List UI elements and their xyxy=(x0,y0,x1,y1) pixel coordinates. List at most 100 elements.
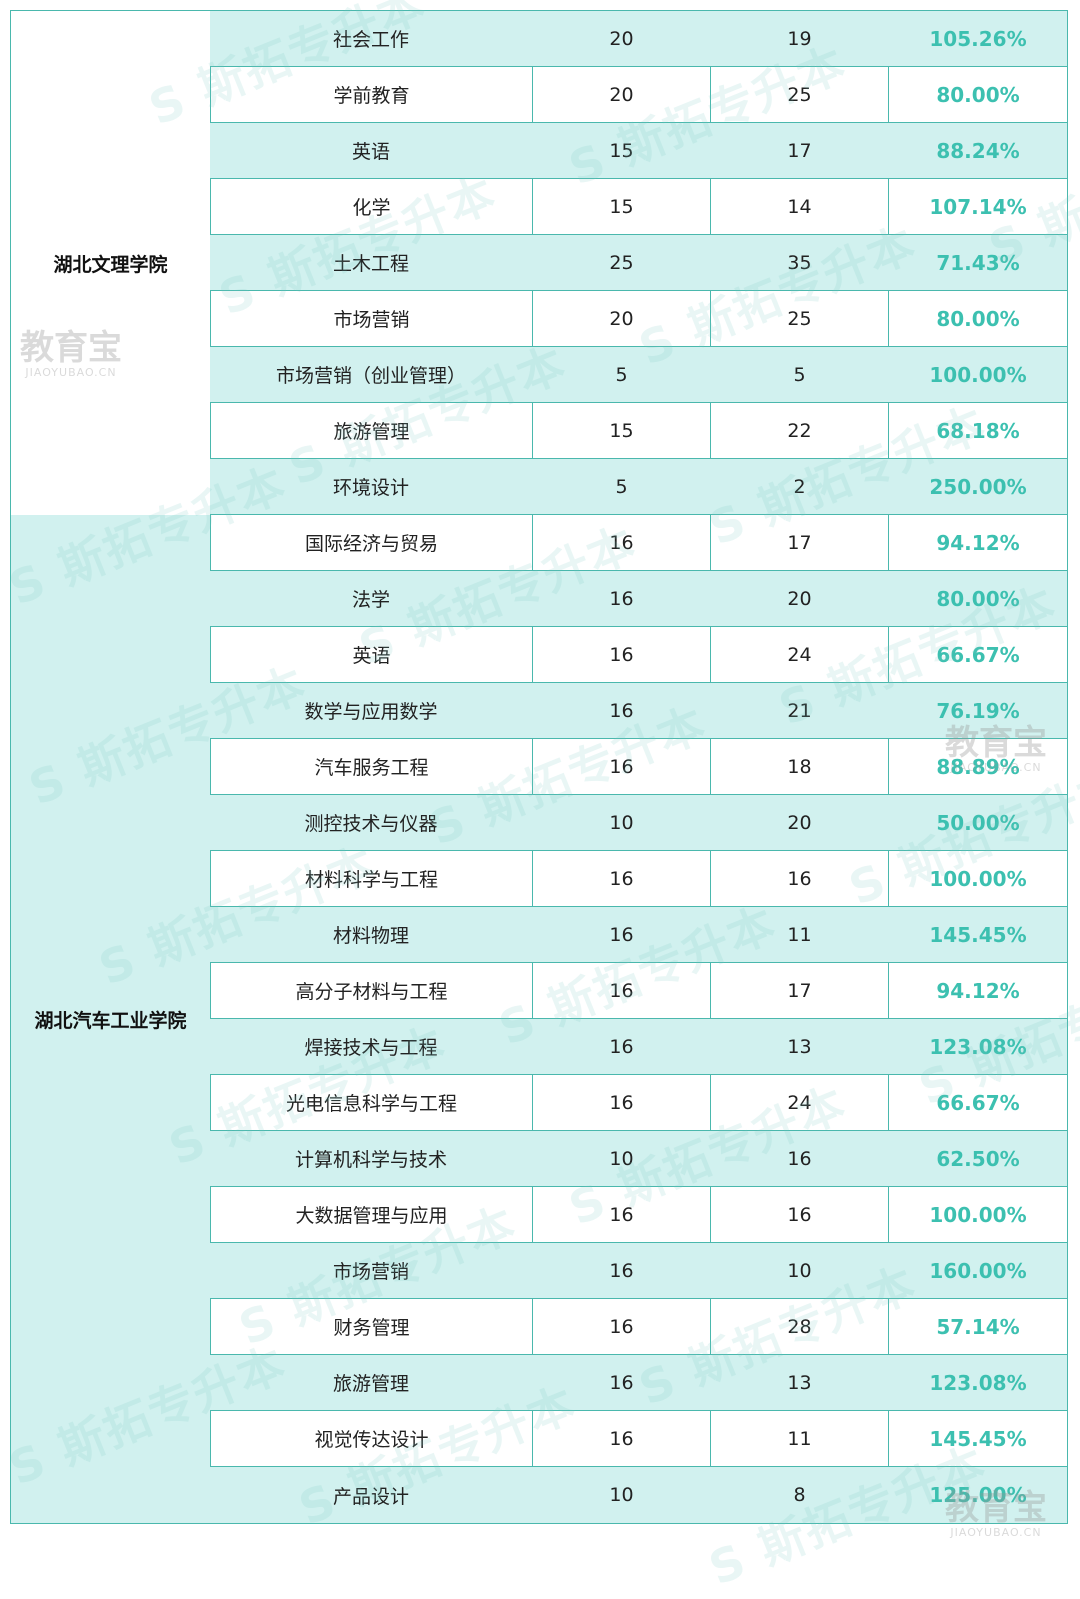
applicant-count-cell: 24 xyxy=(710,1075,888,1130)
major-cell: 旅游管理 xyxy=(210,403,532,458)
table-row: 产品设计 10 8 125.00% xyxy=(210,1467,1067,1523)
ratio-cell: 68.18% xyxy=(888,403,1067,458)
plan-count-cell: 16 xyxy=(609,587,634,610)
table-row: 市场营销（创业管理） 5 5 100.00% xyxy=(210,347,1067,403)
table-row: 法学 16 20 80.00% xyxy=(210,571,1067,627)
admission-table: 湖北文理学院 社会工作 20 19 105.26% 学前教育 20 25 80.00% 英语 15 1… xyxy=(10,10,1068,1524)
major-cell: 旅游管理 xyxy=(332,1373,409,1395)
ratio-cell: 71.43% xyxy=(936,250,1020,275)
major-cell: 法学 xyxy=(351,589,390,611)
plan-count-cell: 25 xyxy=(609,251,634,274)
ratio-cell: 107.14% xyxy=(888,179,1067,234)
applicant-count-cell: 17 xyxy=(787,139,812,162)
applicant-count-cell: 20 xyxy=(787,811,812,834)
table-row: 英语 16 24 66.67% xyxy=(210,627,1067,683)
major-cell: 产品设计 xyxy=(332,1485,409,1508)
table-row: 材料物理 16 11 145.45% xyxy=(210,907,1067,963)
major-cell: 高分子材料与工程 xyxy=(210,963,532,1018)
applicant-count-cell: 19 xyxy=(787,27,812,50)
applicant-count-cell: 25 xyxy=(710,291,888,346)
plan-count-cell: 20 xyxy=(532,291,710,346)
table-row: 市场营销 16 10 160.00% xyxy=(210,1243,1067,1299)
table-row: 化学 15 14 107.14% xyxy=(210,179,1067,235)
table-row: 测控技术与仪器 10 20 50.00% xyxy=(210,795,1067,851)
school-group: 湖北文理学院 社会工作 20 19 105.26% 学前教育 20 25 80.00% 英语 15 1… xyxy=(10,11,1068,515)
plan-count-cell: 15 xyxy=(532,179,710,234)
major-cell: 化学 xyxy=(210,179,532,234)
applicant-count-cell: 22 xyxy=(710,403,888,458)
major-cell: 土木工程 xyxy=(332,253,409,275)
applicant-count-cell: 13 xyxy=(787,1035,812,1058)
plan-count-cell: 16 xyxy=(532,739,710,794)
table-row: 环境设计 5 2 250.00% xyxy=(210,459,1067,515)
major-cell: 市场营销 xyxy=(332,1261,409,1283)
major-cell: 大数据管理与应用 xyxy=(210,1187,532,1242)
plan-count-cell: 5 xyxy=(615,363,628,386)
table-row: 计算机科学与技术 10 16 62.50% xyxy=(210,1131,1067,1187)
ratio-cell: 88.24% xyxy=(936,138,1020,163)
applicant-count-cell: 11 xyxy=(710,1411,888,1466)
ratio-cell: 57.14% xyxy=(888,1299,1067,1354)
school-name: 湖北汽车工业学院 xyxy=(34,1009,187,1032)
applicant-count-cell: 28 xyxy=(710,1299,888,1354)
major-cell: 社会工作 xyxy=(332,29,409,51)
major-cell: 光电信息科学与工程 xyxy=(210,1075,532,1130)
plan-count-cell: 16 xyxy=(609,1371,634,1394)
ratio-cell: 94.12% xyxy=(888,963,1067,1018)
applicant-count-cell: 21 xyxy=(787,699,812,722)
applicant-count-cell: 35 xyxy=(787,251,812,274)
applicant-count-cell: 17 xyxy=(710,515,888,570)
plan-count-cell: 16 xyxy=(532,851,710,906)
table-row: 财务管理 16 28 57.14% xyxy=(210,1299,1067,1355)
major-cell: 财务管理 xyxy=(210,1299,532,1354)
major-cell: 国际经济与贸易 xyxy=(210,515,532,570)
table-row: 光电信息科学与工程 16 24 66.67% xyxy=(210,1075,1067,1131)
plan-count-cell: 15 xyxy=(532,403,710,458)
plan-count-cell: 16 xyxy=(532,963,710,1018)
ratio-cell: 145.45% xyxy=(888,1411,1067,1466)
major-cell: 材料科学与工程 xyxy=(210,851,532,906)
applicant-count-cell: 16 xyxy=(710,1187,888,1242)
major-cell: 环境设计 xyxy=(332,477,409,499)
applicant-count-cell: 8 xyxy=(793,1484,806,1506)
applicant-count-cell: 20 xyxy=(787,587,812,610)
major-cell: 学前教育 xyxy=(210,67,532,122)
applicant-count-cell: 16 xyxy=(787,1147,812,1170)
school-name: 湖北文理学院 xyxy=(53,253,168,276)
table-row: 旅游管理 15 22 68.18% xyxy=(210,403,1067,459)
ratio-cell: 76.19% xyxy=(936,698,1020,723)
applicant-count-cell: 14 xyxy=(710,179,888,234)
table-row: 大数据管理与应用 16 16 100.00% xyxy=(210,1187,1067,1243)
ratio-cell: 100.00% xyxy=(929,362,1027,387)
major-cell: 测控技术与仪器 xyxy=(304,813,438,835)
major-cell: 英语 xyxy=(351,141,390,163)
ratio-cell: 80.00% xyxy=(936,586,1020,611)
table-row: 土木工程 25 35 71.43% xyxy=(210,235,1067,291)
table-row: 焊接技术与工程 16 13 123.08% xyxy=(210,1019,1067,1075)
table-row: 市场营销 20 25 80.00% xyxy=(210,291,1067,347)
applicant-count-cell: 17 xyxy=(710,963,888,1018)
plan-count-cell: 16 xyxy=(532,1411,710,1466)
table-row: 英语 15 17 88.24% xyxy=(210,123,1067,179)
plan-count-cell: 5 xyxy=(615,475,628,498)
table-row: 数学与应用数学 16 21 76.19% xyxy=(210,683,1067,739)
applicant-count-cell: 13 xyxy=(787,1371,812,1394)
table-row: 高分子材料与工程 16 17 94.12% xyxy=(210,963,1067,1019)
ratio-cell: 80.00% xyxy=(888,67,1067,122)
table-row: 旅游管理 16 13 123.08% xyxy=(210,1355,1067,1411)
major-cell: 材料物理 xyxy=(332,925,409,947)
table-row: 社会工作 20 19 105.26% xyxy=(210,11,1067,67)
ratio-cell: 100.00% xyxy=(888,1187,1067,1242)
applicant-count-cell: 24 xyxy=(710,627,888,682)
ratio-cell: 94.12% xyxy=(888,515,1067,570)
applicant-count-cell: 25 xyxy=(710,67,888,122)
table-row: 汽车服务工程 16 18 88.89% xyxy=(210,739,1067,795)
major-cell: 英语 xyxy=(210,627,532,682)
table-row: 国际经济与贸易 16 17 94.12% xyxy=(210,515,1067,571)
plan-count-cell: 10 xyxy=(609,1147,634,1170)
plan-count-cell: 16 xyxy=(532,515,710,570)
plan-count-cell: 16 xyxy=(609,699,634,722)
ratio-cell: 100.00% xyxy=(888,851,1067,906)
major-cell: 视觉传达设计 xyxy=(210,1411,532,1466)
major-cell: 市场营销 xyxy=(210,291,532,346)
